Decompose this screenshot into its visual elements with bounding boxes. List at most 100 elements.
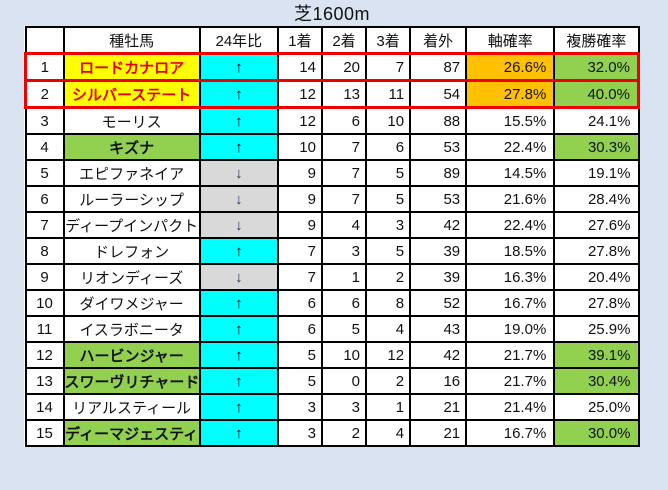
second-place-cell: 3 — [320, 393, 368, 421]
second-place-cell: 13 — [320, 79, 368, 109]
table-body: 1 ロードカナロア ↑ 14 20 7 87 26.6% 32.0% 2 シルバーステート ↑ 12 13… — [24, 52, 640, 447]
axis-prob-cell: 21.4% — [465, 393, 556, 421]
place-prob-cell: 20.4% — [553, 263, 640, 291]
first-place-cell: 6 — [276, 289, 323, 317]
out-of-place-cell: 87 — [409, 52, 468, 82]
second-place-cell: 7 — [320, 133, 368, 161]
out-of-place-cell: 52 — [409, 289, 468, 317]
sire-name-cell: ディーマジェスティ — [62, 419, 201, 447]
first-place-cell: 9 — [276, 211, 323, 239]
first-place-cell: 9 — [276, 159, 323, 187]
second-place-cell: 0 — [320, 367, 368, 395]
up-arrow-icon: ↑ — [198, 315, 279, 343]
rank-cell: 11 — [24, 315, 65, 343]
axis-prob-cell: 22.4% — [465, 133, 556, 161]
table-row: 13 スワーヴリチャード ↑ 5 0 2 16 21.7% 30.4% — [24, 367, 640, 395]
third-place-cell: 7 — [365, 52, 412, 82]
second-place-cell: 7 — [320, 185, 368, 213]
rank-cell: 13 — [24, 367, 65, 395]
table-row: 6 ルーラーシップ ↓ 9 7 5 53 21.6% 28.4% — [24, 185, 640, 213]
down-arrow-icon: ↓ — [198, 263, 279, 291]
axis-prob-cell: 14.5% — [465, 159, 556, 187]
second-place-cell: 6 — [320, 106, 368, 135]
place-prob-cell: 30.3% — [553, 133, 640, 161]
third-place-cell: 4 — [365, 315, 412, 343]
sire-name-cell: キズナ — [62, 133, 201, 161]
out-of-place-cell: 39 — [409, 237, 468, 265]
axis-prob-cell: 22.4% — [465, 211, 556, 239]
second-place-cell: 10 — [320, 341, 368, 369]
second-place-cell: 20 — [320, 52, 368, 82]
sire-name-cell: リオンディーズ — [62, 263, 201, 291]
first-place-cell: 9 — [276, 185, 323, 213]
out-of-place-cell: 53 — [409, 133, 468, 161]
sire-name-cell: ドレフォン — [62, 237, 201, 265]
first-place-cell: 6 — [276, 315, 323, 343]
table-row: 2 シルバーステート ↑ 12 13 11 54 27.8% 40.0% — [24, 79, 640, 109]
place-prob-cell: 30.4% — [553, 367, 640, 395]
second-place-cell: 2 — [320, 419, 368, 447]
out-of-place-cell: 21 — [409, 393, 468, 421]
out-of-place-cell: 43 — [409, 315, 468, 343]
rank-cell: 15 — [24, 419, 65, 447]
third-place-cell: 12 — [365, 341, 412, 369]
down-arrow-icon: ↓ — [198, 211, 279, 239]
table-row: 4 キズナ ↑ 10 7 6 53 22.4% 30.3% — [24, 133, 640, 161]
sire-name-cell: ルーラーシップ — [62, 185, 201, 213]
first-place-cell: 5 — [276, 367, 323, 395]
col-header-year-trend: 24年比 — [198, 26, 279, 55]
place-prob-cell: 25.0% — [553, 393, 640, 421]
page-title: 芝1600m — [293, 4, 371, 24]
sire-name-cell: スワーヴリチャード — [62, 367, 201, 395]
sire-stats-table: 種牡馬 24年比 1着 2着 3着 着外 軸確率 複勝確率 1 ロードカナロア ↑ 1… — [24, 26, 640, 447]
stats-panel: 芝1600m 種牡馬 24年比 1着 2着 3着 着外 軸確率 複勝確率 1 ロー… — [24, 2, 640, 447]
sire-name-cell: ロードカナロア — [62, 52, 201, 82]
table-row: 14 リアルスティール ↑ 3 3 1 21 21.4% 25.0% — [24, 393, 640, 421]
col-header-sire: 種牡馬 — [62, 26, 201, 55]
out-of-place-cell: 54 — [409, 79, 468, 109]
first-place-cell: 3 — [276, 393, 323, 421]
col-header-place-prob: 複勝確率 — [553, 26, 640, 55]
out-of-place-cell: 53 — [409, 185, 468, 213]
second-place-cell: 5 — [320, 315, 368, 343]
place-prob-cell: 32.0% — [553, 52, 640, 82]
sire-name-cell: リアルスティール — [62, 393, 201, 421]
header-row: 種牡馬 24年比 1着 2着 3着 着外 軸確率 複勝確率 — [24, 26, 640, 55]
first-place-cell: 5 — [276, 341, 323, 369]
col-header-rank — [24, 26, 65, 55]
second-place-cell: 1 — [320, 263, 368, 291]
table-row: 8 ドレフォン ↑ 7 3 5 39 18.5% 27.8% — [24, 237, 640, 265]
third-place-cell: 6 — [365, 133, 412, 161]
second-place-cell: 4 — [320, 211, 368, 239]
axis-prob-cell: 18.5% — [465, 237, 556, 265]
table-row: 5 エピファネイア ↓ 9 7 5 89 14.5% 19.1% — [24, 159, 640, 187]
table-row: 9 リオンディーズ ↓ 7 1 2 39 16.3% 20.4% — [24, 263, 640, 291]
place-prob-cell: 30.0% — [553, 419, 640, 447]
place-prob-cell: 25.9% — [553, 315, 640, 343]
up-arrow-icon: ↑ — [198, 289, 279, 317]
sire-name-cell: シルバーステート — [62, 79, 201, 109]
up-arrow-icon: ↑ — [198, 79, 279, 109]
first-place-cell: 7 — [276, 237, 323, 265]
up-arrow-icon: ↑ — [198, 237, 279, 265]
third-place-cell: 11 — [365, 79, 412, 109]
rank-cell: 5 — [24, 159, 65, 187]
out-of-place-cell: 16 — [409, 367, 468, 395]
place-prob-cell: 27.8% — [553, 237, 640, 265]
third-place-cell: 4 — [365, 419, 412, 447]
first-place-cell: 12 — [276, 79, 323, 109]
axis-prob-cell: 19.0% — [465, 315, 556, 343]
out-of-place-cell: 21 — [409, 419, 468, 447]
sire-name-cell: ハービンジャー — [62, 341, 201, 369]
rank-cell: 10 — [24, 289, 65, 317]
table-row: 12 ハービンジャー ↑ 5 10 12 42 21.7% 39.1% — [24, 341, 640, 369]
down-arrow-icon: ↓ — [198, 185, 279, 213]
third-place-cell: 10 — [365, 106, 412, 135]
col-header-first: 1着 — [276, 26, 323, 55]
sire-name-cell: エピファネイア — [62, 159, 201, 187]
down-arrow-icon: ↓ — [198, 159, 279, 187]
rank-cell: 9 — [24, 263, 65, 291]
place-prob-cell: 19.1% — [553, 159, 640, 187]
rank-cell: 3 — [24, 106, 65, 135]
axis-prob-cell: 15.5% — [465, 106, 556, 135]
